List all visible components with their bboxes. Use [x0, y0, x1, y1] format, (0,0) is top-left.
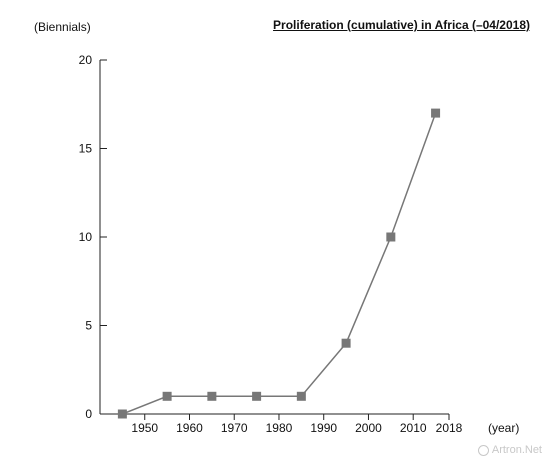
x-tick-label: 1970 [221, 421, 248, 435]
watermark-text: Artron.Net [491, 444, 542, 456]
series-line [122, 112, 437, 415]
y-tick-label: 20 [79, 53, 93, 67]
x-axis-label: (year) [488, 421, 520, 435]
data-point-marker [207, 391, 217, 401]
data-point-marker [341, 338, 351, 348]
data-point-marker [386, 232, 396, 242]
watermark: Artron.Net [477, 444, 542, 456]
data-point-marker [162, 391, 172, 401]
y-axis-label: (Biennials) [34, 20, 91, 34]
x-tick-label: 2018 [436, 421, 463, 435]
chart-axes [99, 60, 449, 415]
x-tick-label: 1980 [266, 421, 293, 435]
x-tick-label: 2010 [400, 421, 427, 435]
data-point-marker [252, 391, 262, 401]
x-tick-label: 1990 [310, 421, 337, 435]
y-tick-label: 0 [85, 407, 92, 421]
data-point-marker [296, 391, 306, 401]
y-tick-label: 15 [79, 142, 93, 156]
y-tick-label: 10 [79, 230, 93, 244]
x-tick-label: 1950 [131, 421, 158, 435]
y-tick-label: 5 [85, 319, 92, 333]
x-tick-label: 2000 [355, 421, 382, 435]
x-tick-label: 1960 [176, 421, 203, 435]
chart-ticks: 0 5 10 15 20 1950 1960 1970 1980 1990 2000 2010 2018 [79, 53, 463, 435]
chart-series [117, 108, 441, 419]
watermark-logo-icon [477, 444, 489, 456]
data-point-marker [431, 108, 441, 118]
chart-title: Proliferation (cumulative) in Africa (–0… [273, 18, 530, 32]
data-point-marker [117, 409, 127, 419]
